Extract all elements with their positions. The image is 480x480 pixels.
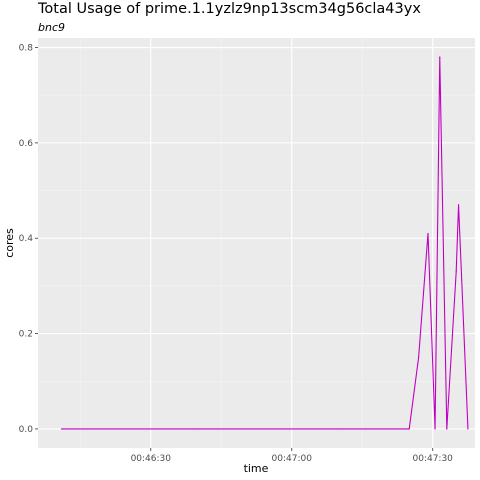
- x-axis-title: time: [244, 462, 269, 475]
- series-line: [61, 56, 469, 430]
- data-point: [418, 356, 420, 359]
- y-tick-label: 0.2: [19, 330, 33, 340]
- data-point: [408, 428, 410, 430]
- data-point: [60, 428, 63, 430]
- y-axis: 0.0 0.2 0.4 0.6 0.8: [19, 44, 38, 435]
- x-tick-label: 00:47:00: [272, 454, 313, 464]
- series-layer: [60, 56, 469, 430]
- data-point: [439, 56, 441, 58]
- data-point: [338, 428, 340, 430]
- y-tick-label: 0.6: [19, 139, 34, 149]
- data-point: [467, 428, 469, 430]
- y-axis-title: cores: [3, 228, 16, 258]
- y-tick-label: 0.0: [19, 425, 34, 435]
- data-point: [434, 428, 436, 430]
- x-tick-label: 00:46:30: [131, 454, 172, 464]
- data-point: [457, 204, 460, 206]
- data-point: [446, 428, 448, 430]
- grid-minor: [38, 38, 475, 448]
- chart-title: Total Usage of prime.1.1yzlz9np13scm34g5…: [38, 1, 421, 17]
- y-tick-label: 0.8: [19, 44, 34, 54]
- data-point: [455, 271, 457, 273]
- x-axis: 00:46:30 00:47:00 00:47:30: [131, 448, 453, 464]
- y-tick-label: 0.4: [19, 234, 34, 244]
- plot-panel: [38, 38, 475, 448]
- x-tick-label: 00:47:30: [412, 454, 453, 464]
- data-point: [427, 232, 429, 235]
- chart-subtitle: bnc9: [38, 21, 66, 34]
- data-point: [197, 428, 199, 430]
